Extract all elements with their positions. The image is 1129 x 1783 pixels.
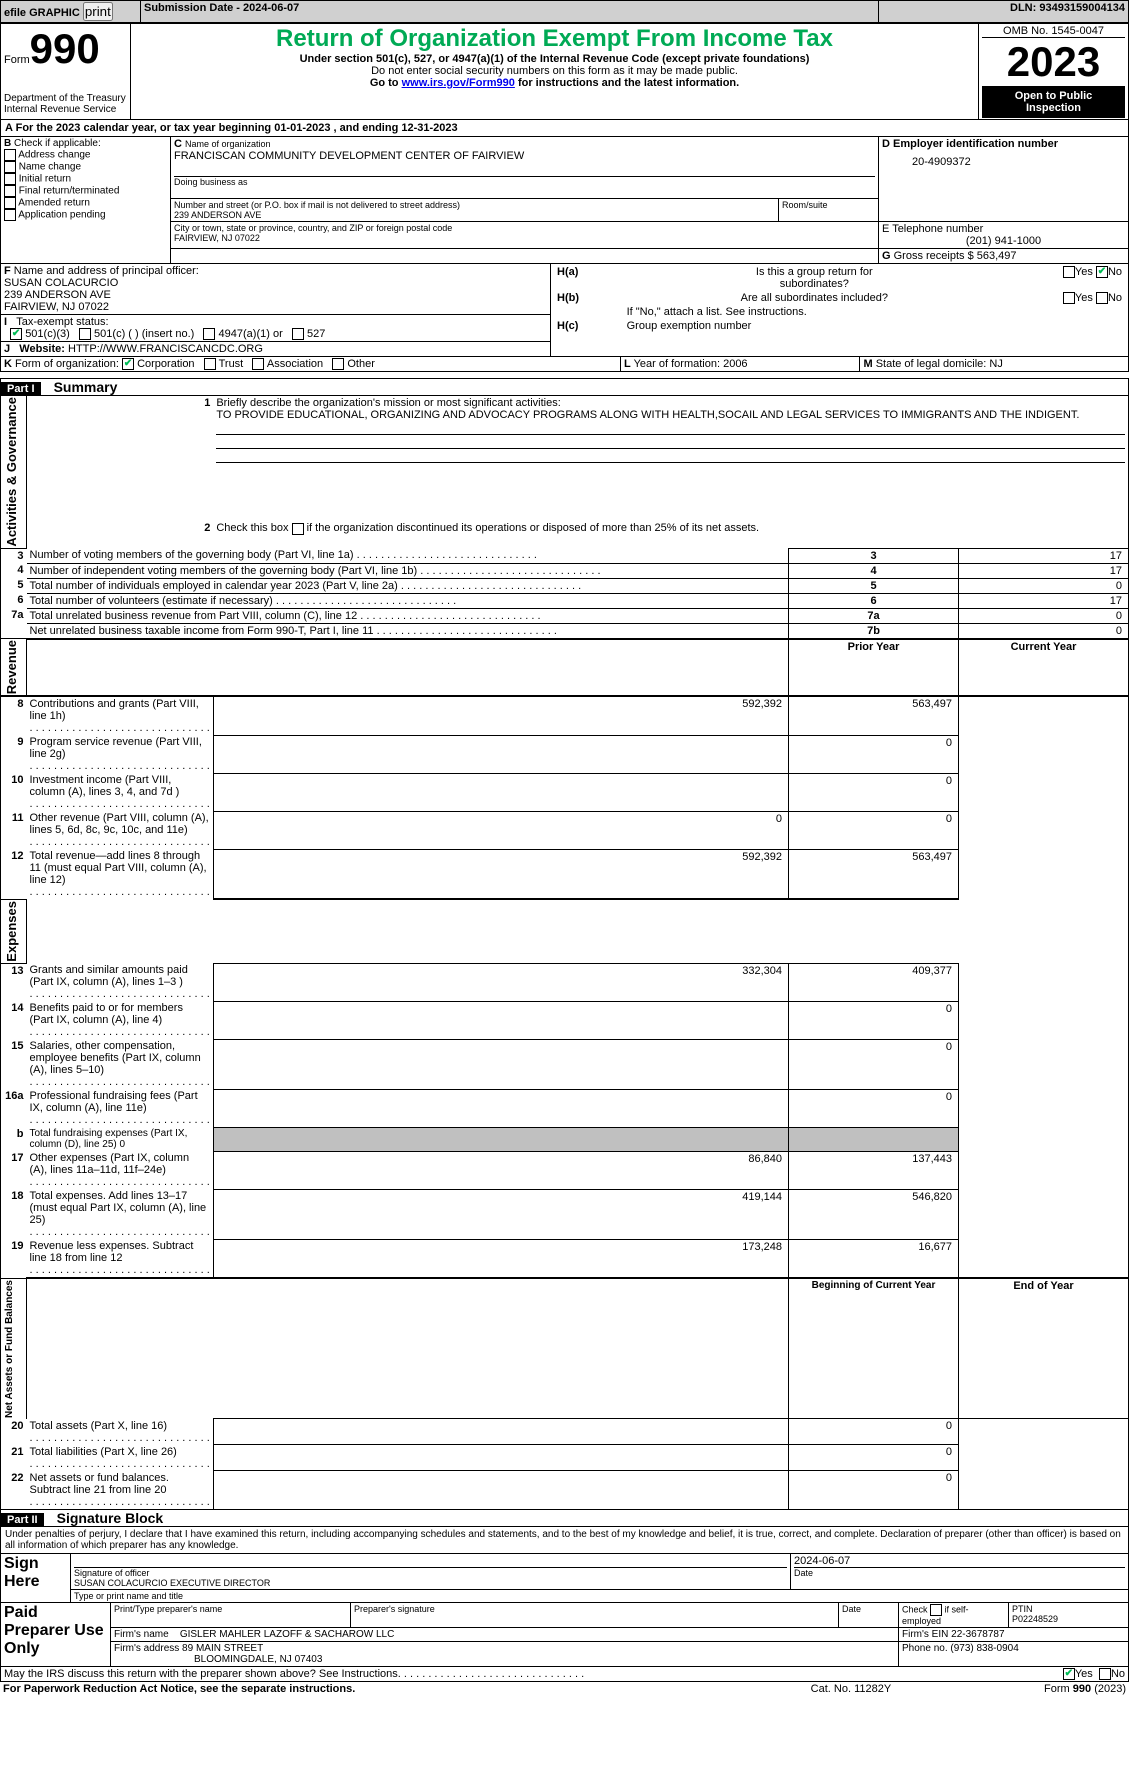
top-bar: efile GRAPHIC print Submission Date - 20… [0, 0, 1129, 23]
side-ag: Activities & Governance [4, 397, 19, 547]
form-word: Form [4, 54, 30, 66]
gross-receipts: 563,497 [977, 250, 1017, 262]
part2-header: Part II Signature Block [0, 1510, 1129, 1526]
footer: For Paperwork Reduction Act Notice, see … [0, 1682, 1129, 1696]
omb-label: OMB No. 1545-0047 [982, 25, 1125, 38]
mayirs-yes[interactable] [1063, 1668, 1075, 1680]
may-irs-row: May the IRS discuss this return with the… [0, 1667, 1129, 1682]
ha-yes[interactable] [1063, 266, 1075, 278]
city: FAIRVIEW, NJ 07022 [174, 233, 260, 243]
firm-ein: 22-3678787 [951, 1629, 1004, 1640]
part1-table: Activities & Governance 1 Briefly descri… [0, 395, 1129, 1509]
print-button[interactable]: print [83, 2, 113, 21]
ptin: P02248529 [1012, 1614, 1058, 1624]
firm-name: GISLER MAHLER LAZOFF & SACHAROW LLC [180, 1629, 395, 1640]
declaration: Under penalties of perjury, I declare th… [0, 1526, 1129, 1554]
ein-value: 20-4909372 [882, 150, 1125, 168]
sig-date: 2024-06-07 [794, 1555, 850, 1567]
mission: TO PROVIDE EDUCATIONAL, ORGANIZING AND A… [216, 409, 1079, 421]
side-na: Net Assets or Fund Balances [4, 1280, 15, 1418]
dln-label: DLN: 93493159004134 [879, 1, 1129, 23]
efile-label: efile GRAPHIC [4, 7, 80, 19]
mayirs-no[interactable] [1099, 1668, 1111, 1680]
dept-label: Department of the Treasury [4, 93, 127, 104]
officer-sig-name: SUSAN COLACURCIO EXECUTIVE DIRECTOR [74, 1578, 270, 1588]
klm-block: K Form of organization: Corporation Trus… [0, 357, 1129, 372]
firm-phone: (973) 838-0904 [950, 1643, 1018, 1654]
open-public-1: Open to Public [1015, 90, 1093, 102]
phone-value: (201) 941-1000 [882, 235, 1125, 247]
phone-label: E Telephone number [882, 223, 1125, 235]
form-title: Return of Organization Exempt From Incom… [134, 25, 975, 53]
officer-name: SUSAN COLACURCIO [4, 277, 118, 289]
form-subtitle: Under section 501(c), 527, or 4947(a)(1)… [134, 53, 975, 65]
form-header: Form990 Department of the Treasury Inter… [0, 23, 1129, 120]
state-domicile: NJ [989, 358, 1002, 370]
entity-block: B Check if applicable: Address change Na… [0, 137, 1129, 264]
part1-header: Part I Summary [0, 378, 1129, 395]
501c3-box[interactable] [10, 328, 22, 340]
ssn-note: Do not enter social security numbers on … [134, 65, 975, 77]
org-name: FRANCISCAN COMMUNITY DEVELOPMENT CENTER … [174, 150, 524, 162]
open-public-2: Inspection [1026, 102, 1081, 114]
side-rev: Revenue [4, 640, 19, 694]
ha-no[interactable] [1096, 266, 1108, 278]
hb-no[interactable] [1096, 292, 1108, 304]
service-label: Internal Revenue Service [4, 104, 127, 115]
tax-year: 2023 [982, 38, 1125, 86]
sign-here-block: Sign Here Signature of officerSUSAN COLA… [0, 1554, 1129, 1603]
hb-yes[interactable] [1063, 292, 1075, 304]
website: HTTP://WWW.FRANCISCANCDC.ORG [68, 343, 263, 355]
form-number: 990 [30, 25, 100, 72]
irs-link[interactable]: www.irs.gov/Form990 [402, 77, 515, 89]
officer-block: F Name and address of principal officer:… [0, 264, 1129, 357]
paid-preparer-block: Paid Preparer Use Only Print/Type prepar… [0, 1603, 1129, 1667]
street: 239 ANDERSON AVE [174, 210, 261, 220]
submission-date: Submission Date - 2024-06-07 [141, 1, 879, 23]
year-formation: 2006 [723, 358, 747, 370]
side-exp: Expenses [4, 901, 19, 962]
ein-label: D Employer identification number [882, 138, 1125, 150]
line-a: A For the 2023 calendar year, or tax yea… [0, 120, 1129, 137]
